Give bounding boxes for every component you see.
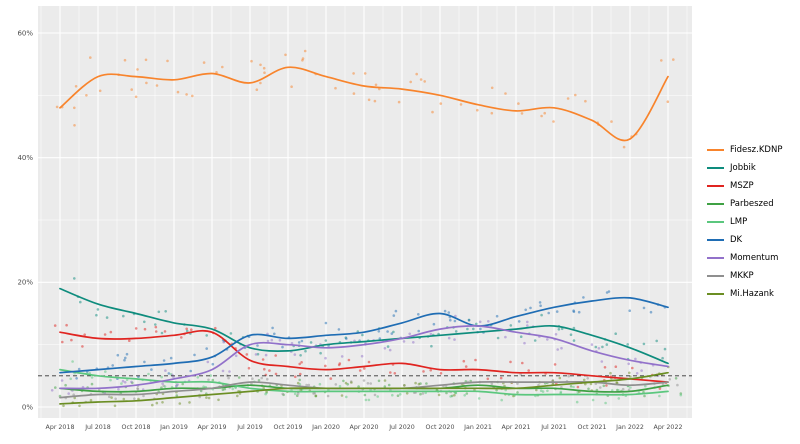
legend-label: LMP bbox=[730, 217, 748, 227]
legend-item: Jobbik bbox=[707, 162, 782, 174]
legend-label: MSZP bbox=[730, 181, 754, 191]
legend-item: MSZP bbox=[707, 180, 782, 192]
legend-label: Jobbik bbox=[730, 163, 756, 173]
svg-text:Oct 2018: Oct 2018 bbox=[122, 424, 151, 431]
svg-text:Oct 2021: Oct 2021 bbox=[578, 424, 607, 431]
svg-text:Jan 2022: Jan 2022 bbox=[615, 424, 644, 431]
legend-swatch-line bbox=[707, 203, 724, 205]
legend-swatch-line bbox=[707, 257, 724, 259]
svg-text:Oct 2019: Oct 2019 bbox=[274, 424, 303, 431]
legend-swatch-line bbox=[707, 185, 724, 187]
svg-text:40%: 40% bbox=[17, 154, 33, 162]
legend-label: Parbeszed bbox=[730, 199, 774, 209]
chart-legend: Fidesz.KDNP Jobbik MSZP Parbeszed LMP DK Momen… bbox=[707, 144, 782, 300]
legend-label: Momentum bbox=[730, 253, 779, 263]
legend-label: Fidesz.KDNP bbox=[730, 145, 783, 155]
legend-label: DK bbox=[730, 235, 743, 245]
svg-text:Oct 2020: Oct 2020 bbox=[426, 424, 455, 431]
legend-swatch-line bbox=[707, 293, 724, 295]
legend-swatch-line bbox=[707, 239, 724, 241]
svg-text:Jan 2020: Jan 2020 bbox=[311, 424, 340, 431]
legend-swatch-line bbox=[707, 221, 724, 223]
svg-text:Apr 2020: Apr 2020 bbox=[350, 424, 379, 431]
svg-text:Jul 2018: Jul 2018 bbox=[84, 424, 111, 431]
svg-text:Jul 2021: Jul 2021 bbox=[540, 424, 567, 431]
legend-swatch-line bbox=[707, 167, 724, 169]
svg-text:Jul 2019: Jul 2019 bbox=[236, 424, 263, 431]
svg-text:Apr 2018: Apr 2018 bbox=[46, 424, 75, 431]
legend-item: Parbeszed bbox=[707, 198, 782, 210]
svg-text:Jan 2021: Jan 2021 bbox=[463, 424, 492, 431]
legend-item: Fidesz.KDNP bbox=[707, 144, 782, 156]
legend-swatch-line bbox=[707, 275, 724, 277]
svg-text:Apr 2022: Apr 2022 bbox=[654, 424, 683, 431]
svg-text:Apr 2021: Apr 2021 bbox=[502, 424, 531, 431]
svg-text:60%: 60% bbox=[17, 29, 33, 37]
legend-label: Mi.Hazank bbox=[730, 289, 774, 299]
svg-text:Apr 2019: Apr 2019 bbox=[198, 424, 227, 431]
legend-item: DK bbox=[707, 234, 782, 246]
legend-item: MKKP bbox=[707, 270, 782, 282]
legend-item: Mi.Hazank bbox=[707, 288, 782, 300]
legend-item: Momentum bbox=[707, 252, 782, 264]
legend-swatch-line bbox=[707, 149, 724, 151]
svg-text:Jul 2020: Jul 2020 bbox=[388, 424, 415, 431]
svg-text:0%: 0% bbox=[22, 403, 33, 411]
legend-label: MKKP bbox=[730, 271, 754, 281]
svg-text:20%: 20% bbox=[17, 279, 33, 287]
svg-text:Jan 2019: Jan 2019 bbox=[159, 424, 188, 431]
legend-item: LMP bbox=[707, 216, 782, 228]
